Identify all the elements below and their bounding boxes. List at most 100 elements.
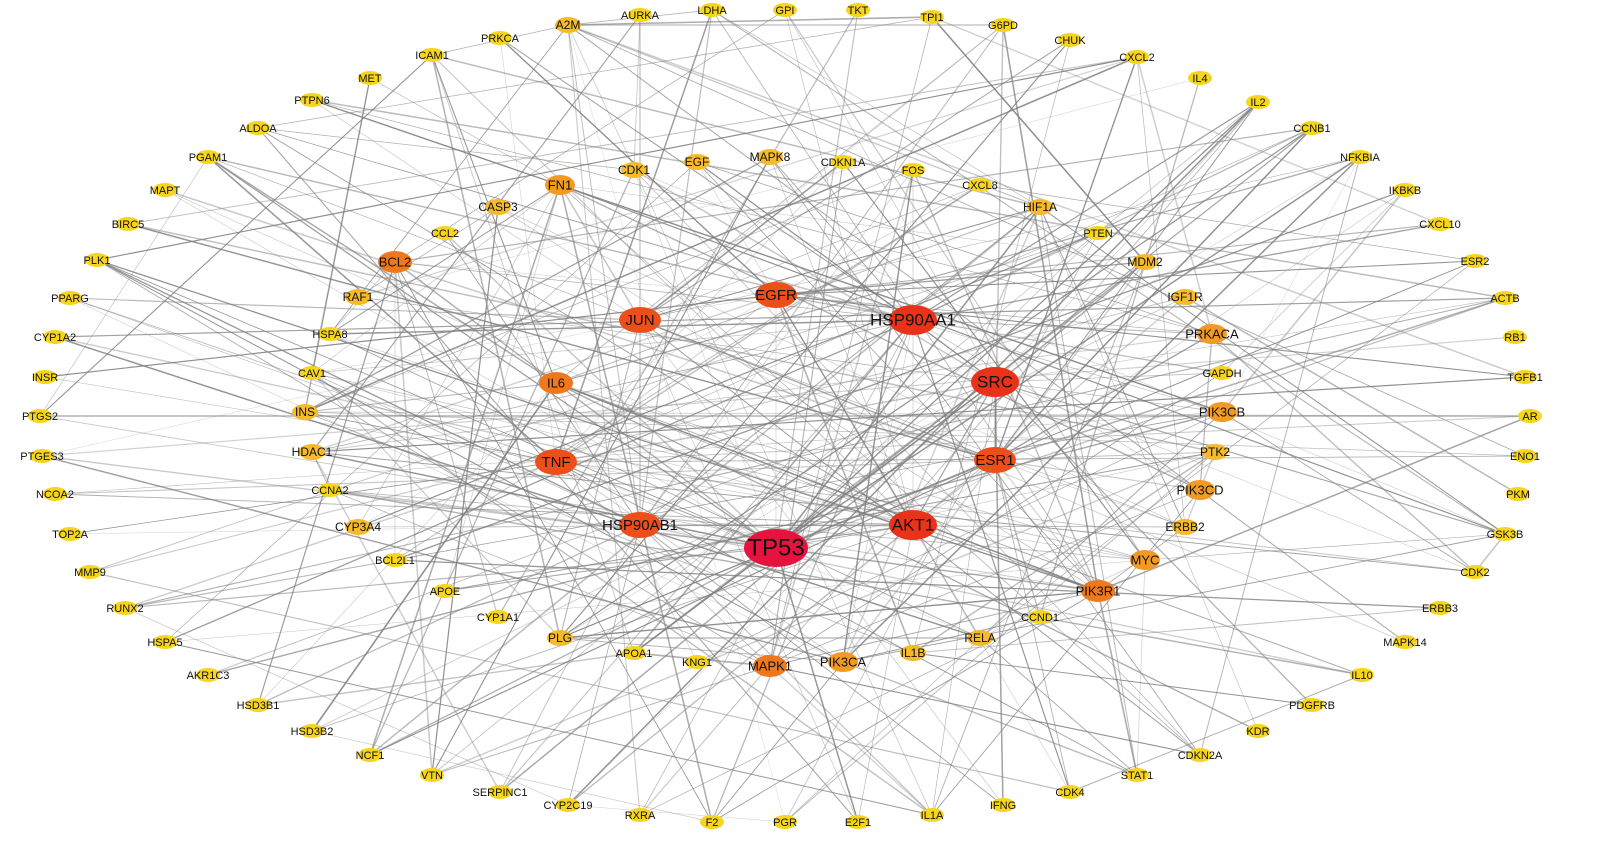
node bbox=[1130, 550, 1160, 570]
node bbox=[831, 155, 855, 169]
edge bbox=[775, 294, 1223, 374]
node bbox=[1058, 33, 1082, 47]
edge bbox=[912, 319, 1071, 793]
node bbox=[1188, 71, 1212, 85]
edge bbox=[555, 382, 1363, 676]
edge bbox=[994, 381, 1506, 535]
edge bbox=[711, 9, 1506, 535]
node-label: IL4 bbox=[1192, 73, 1207, 85]
node bbox=[485, 199, 511, 215]
node-label: CDKN1A bbox=[821, 157, 866, 169]
edge bbox=[311, 372, 914, 526]
edge bbox=[304, 411, 557, 463]
edge bbox=[1039, 206, 1138, 776]
edge bbox=[394, 261, 777, 549]
node bbox=[85, 253, 109, 267]
edge bbox=[207, 381, 996, 676]
node-label: AURKA bbox=[621, 10, 660, 22]
edge bbox=[257, 127, 635, 171]
edge bbox=[567, 381, 996, 806]
edge bbox=[769, 169, 914, 667]
node-label: HSD3B1 bbox=[237, 700, 280, 712]
node-label: IL10 bbox=[1351, 670, 1372, 682]
edge bbox=[1039, 206, 1506, 535]
edge bbox=[394, 189, 1406, 561]
node bbox=[1246, 95, 1270, 109]
node bbox=[555, 17, 581, 33]
node bbox=[113, 601, 137, 615]
edge bbox=[555, 461, 1476, 573]
edge bbox=[329, 333, 981, 639]
node-label: BCL2L1 bbox=[375, 555, 415, 567]
node-label: PGAM1 bbox=[189, 152, 228, 164]
edge bbox=[69, 297, 777, 549]
node bbox=[700, 3, 724, 17]
edge bbox=[639, 101, 1259, 816]
edge bbox=[54, 493, 914, 526]
node-label: PRKACA bbox=[1185, 326, 1239, 341]
node-label: PLG bbox=[548, 631, 572, 645]
edge bbox=[124, 607, 569, 806]
node-label: PTK2 bbox=[1200, 445, 1230, 459]
node-label: CDKN2A bbox=[1178, 750, 1223, 762]
node-label: PIK3CB bbox=[1199, 404, 1245, 419]
edge bbox=[639, 319, 1004, 806]
edge bbox=[1144, 533, 1506, 561]
edge bbox=[431, 54, 557, 384]
edge bbox=[89, 296, 1186, 573]
edge bbox=[431, 54, 635, 654]
edge bbox=[369, 547, 777, 756]
node bbox=[1172, 289, 1198, 305]
node bbox=[345, 289, 371, 305]
edge bbox=[555, 415, 1531, 463]
edge bbox=[559, 127, 1313, 639]
edge bbox=[559, 184, 641, 321]
edge bbox=[769, 161, 844, 667]
edge bbox=[311, 296, 1186, 732]
edge bbox=[639, 319, 996, 461]
edge bbox=[559, 590, 1099, 639]
node-label: ERBB2 bbox=[1165, 520, 1205, 534]
edge bbox=[639, 524, 933, 816]
node bbox=[300, 366, 324, 380]
node-label: HDAC1 bbox=[292, 445, 333, 459]
edge bbox=[69, 461, 557, 535]
node-label: MAPK14 bbox=[1383, 637, 1426, 649]
node bbox=[378, 251, 412, 273]
node bbox=[43, 487, 67, 501]
node-label: RELA bbox=[964, 631, 995, 645]
node bbox=[757, 149, 783, 165]
node-label: ESR2 bbox=[1461, 256, 1490, 268]
edge bbox=[357, 77, 1201, 298]
node-label: BCL2 bbox=[379, 254, 412, 269]
node bbox=[116, 217, 140, 231]
node bbox=[535, 449, 577, 475]
edge bbox=[696, 161, 1099, 592]
node bbox=[1210, 366, 1234, 380]
node-label: EGF bbox=[685, 155, 710, 169]
edge bbox=[96, 259, 1099, 592]
edge bbox=[1221, 411, 1476, 573]
edge bbox=[444, 232, 777, 549]
edge bbox=[499, 319, 914, 793]
node-label: PPARG bbox=[51, 293, 89, 305]
edge bbox=[555, 9, 713, 463]
node bbox=[153, 183, 177, 197]
edge bbox=[912, 381, 996, 526]
node-label: F2 bbox=[706, 817, 719, 829]
edge bbox=[775, 547, 859, 823]
node-label: AKT1 bbox=[892, 515, 935, 534]
edge bbox=[329, 489, 771, 667]
edge bbox=[994, 459, 1071, 793]
edge bbox=[431, 665, 771, 776]
edge bbox=[1221, 189, 1406, 413]
edge bbox=[555, 382, 1099, 592]
edge bbox=[394, 261, 1213, 335]
edge bbox=[1097, 415, 1531, 592]
node bbox=[621, 162, 647, 178]
edge bbox=[311, 294, 777, 374]
node bbox=[300, 724, 324, 738]
edge bbox=[931, 16, 1146, 263]
edge bbox=[304, 156, 771, 413]
node-label: CXCL2 bbox=[1119, 52, 1154, 64]
